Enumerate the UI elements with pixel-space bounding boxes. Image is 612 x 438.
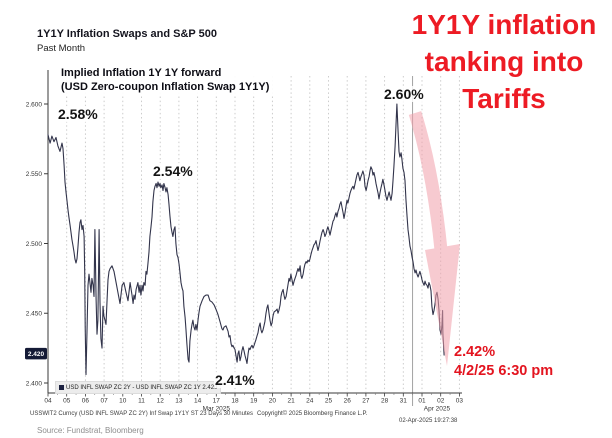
svg-text:14: 14 [194,398,202,405]
svg-text:19: 19 [250,398,258,405]
gridlines [66,76,460,392]
svg-text:2.420: 2.420 [28,351,45,358]
svg-text:26: 26 [344,398,352,405]
svg-text:12: 12 [157,398,165,405]
annotation-2.60: 2.60% [383,86,425,102]
legend-swatch-icon [59,385,64,390]
chart-title: Implied Inflation 1Y 1Y forward (USD Zer… [61,67,274,94]
page-subtitle: Past Month [37,43,86,54]
last-value-callout: 2.42% 4/2/25 6:30 pm [454,343,553,380]
last-value-timestamp: 4/2/25 6:30 pm [454,362,554,379]
svg-text:31: 31 [400,398,408,405]
svg-text:11: 11 [138,398,145,405]
copyright-text: Copyright© 2025 Bloomberg Finance L.P. [257,411,368,417]
svg-text:2.450: 2.450 [26,311,43,318]
svg-text:06: 06 [82,398,90,405]
svg-text:28: 28 [381,398,389,405]
svg-text:27: 27 [362,398,370,405]
svg-text:17: 17 [213,398,221,405]
svg-text:03: 03 [456,398,464,405]
last-value-label: 2.42% [454,344,496,360]
svg-text:25: 25 [325,398,333,405]
svg-text:07: 07 [100,398,108,405]
bloomberg-ticker-footnote: USSWIT2 Curncy (USD INFL SWAP ZC 2Y) Inf… [30,411,253,417]
axes [47,70,462,394]
annotation-2.58: 2.58% [57,106,99,122]
chart-title-line2: (USD Zero-coupon Inflation Swap 1Y1Y) [61,80,270,93]
svg-text:2.550: 2.550 [26,171,43,178]
svg-text:2.500: 2.500 [26,241,43,248]
svg-text:2.400: 2.400 [26,380,43,387]
svg-text:04: 04 [44,398,52,405]
legend-label: USD INFL SWAP ZC 2Y - USD INFL SWAP ZC 1… [66,384,218,391]
headline-annotation: 1Y1Y inflation tanking into Tariffs [398,6,610,117]
svg-text:13: 13 [175,398,183,405]
svg-text:24: 24 [306,398,314,405]
y-axis-labels: 2.600 2.550 2.500 2.450 2.400 [26,101,48,387]
headline-line1: 1Y1Y inflation [411,9,597,40]
chart-legend: USD INFL SWAP ZC 2Y - USD INFL SWAP ZC 1… [55,381,222,394]
svg-text:18: 18 [231,398,239,405]
chart-title-line1: Implied Inflation 1Y 1Y forward [61,67,222,79]
month-label: Apr 2025 [424,406,451,413]
headline-line2: tanking into [424,46,584,77]
svg-text:2.600: 2.600 [26,101,43,108]
current-value-badge: 2.420 [25,347,47,360]
source-attribution: Source: Fundstrat, Bloomberg [37,426,144,435]
annotation-2.41: 2.41% [214,372,256,388]
x-axis-labels: 04 05 06 07 10 11 12 13 14 17 18 19 20 21 24 25 26 27 28 31… [44,393,463,405]
timestamp-text: 02-Apr-2025 19:27:38 [399,418,458,424]
svg-text:05: 05 [63,398,71,405]
svg-text:20: 20 [269,398,277,405]
inflation-swap-line [47,103,445,376]
headline-line3: Tariffs [462,83,546,114]
svg-text:10: 10 [119,398,127,405]
svg-text:02: 02 [437,398,445,405]
svg-text:21: 21 [287,398,295,405]
svg-text:01: 01 [418,398,426,405]
page-title: 1Y1Y Inflation Swaps and S&P 500 [37,28,217,40]
tanking-arrow-icon [408,111,460,366]
month-label: Mar 2025 [203,406,231,413]
annotation-2.54: 2.54% [152,163,194,179]
